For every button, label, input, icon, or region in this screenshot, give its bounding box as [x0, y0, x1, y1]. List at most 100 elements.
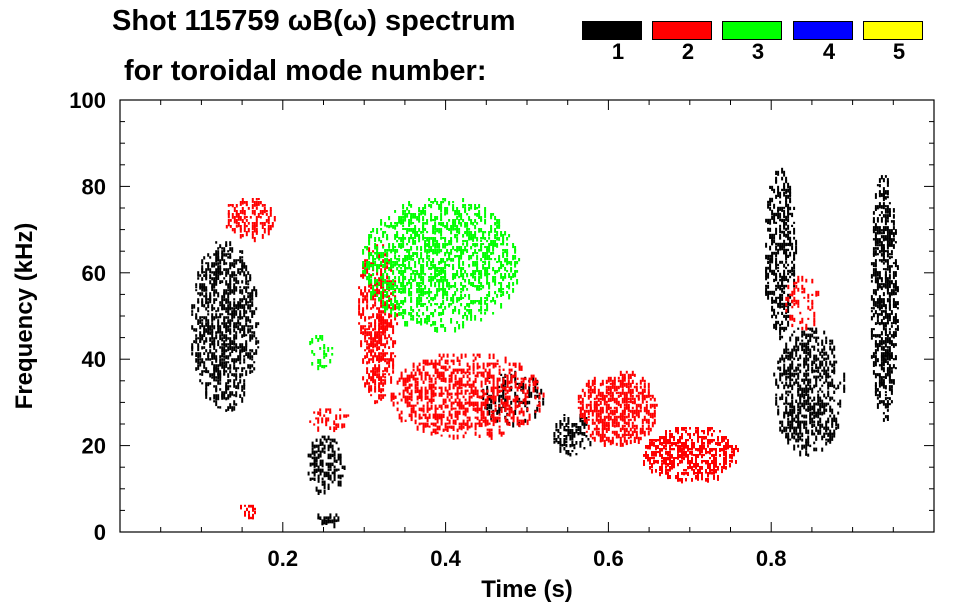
spectral-cell: [229, 337, 232, 342]
spectral-cell: [627, 436, 630, 440]
spectral-cell: [675, 442, 677, 447]
spectral-cell: [313, 471, 316, 477]
spectral-cell: [243, 379, 246, 382]
spectral-cell: [376, 286, 379, 291]
spectral-cell: [715, 457, 717, 461]
spectral-cell: [894, 301, 897, 307]
spectral-cell: [241, 262, 244, 267]
spectral-cell: [797, 387, 800, 394]
spectral-cell: [470, 300, 473, 305]
spectral-cell: [424, 240, 427, 246]
spectral-cell: [777, 405, 780, 408]
spectral-cell: [482, 389, 485, 395]
spectral-cell: [605, 406, 608, 413]
spectral-cell: [876, 349, 879, 352]
spectral-cell: [456, 356, 459, 362]
spectral-cell: [641, 397, 644, 404]
spectral-cell: [434, 270, 437, 274]
spectral-cell: [374, 355, 377, 358]
spectral-cell: [882, 190, 885, 196]
spectral-cell: [241, 304, 244, 309]
spectral-cell: [683, 451, 685, 457]
spectral-cell: [372, 267, 375, 271]
spectral-cell: [380, 322, 383, 326]
spectral-cell: [219, 388, 222, 391]
spectral-cell: [223, 298, 226, 302]
spectral-cell: [410, 318, 413, 321]
spectral-cell: [217, 364, 220, 367]
spectral-cell: [386, 249, 389, 252]
spectral-cell: [789, 242, 792, 247]
spectral-cell: [631, 379, 634, 384]
spectral-cell: [843, 372, 846, 379]
spectral-cell: [605, 388, 608, 394]
spectral-cell: [815, 336, 818, 341]
spectral-cell: [643, 385, 646, 389]
spectral-cell: [597, 397, 600, 402]
spectral-cell: [329, 462, 332, 469]
spectral-cell: [229, 352, 232, 357]
spectral-cell: [400, 264, 403, 266]
spectral-cell: [434, 309, 437, 313]
spectral-cell: [454, 419, 457, 425]
spectral-cell: [829, 342, 832, 345]
spectral-cell: [825, 396, 828, 400]
spectral-cell: [333, 465, 336, 469]
spectral-cell: [890, 232, 893, 235]
spectral-cell: [504, 356, 507, 361]
spectral-cell: [884, 397, 887, 401]
spectral-cell: [587, 388, 590, 394]
spectral-cell: [496, 359, 499, 362]
spectral-cell: [199, 319, 202, 324]
spectral-cell: [631, 430, 634, 436]
spectral-cell: [422, 258, 425, 263]
spectral-cell: [239, 313, 242, 318]
spectral-cell: [251, 349, 254, 353]
spectral-cell: [663, 445, 665, 450]
spectral-cell: [894, 283, 897, 289]
spectral-cell: [781, 393, 784, 398]
spectral-cell: [386, 352, 389, 355]
spectral-cell: [438, 288, 441, 292]
spectral-cell: [512, 421, 515, 428]
spectral-cell: [805, 444, 808, 451]
spectral-cell: [494, 395, 497, 402]
spectral-cell: [341, 423, 344, 429]
spectral-cell: [197, 346, 200, 352]
spectral-cell: [229, 265, 232, 270]
spectral-cell: [430, 216, 433, 222]
spectral-cell: [874, 310, 877, 315]
spectral-cell: [791, 408, 794, 415]
spectral-cell: [882, 418, 885, 422]
spectral-cell: [801, 339, 804, 342]
spectral-cell: [448, 303, 451, 308]
spectral-cell: [400, 282, 403, 288]
spectral-cell: [892, 283, 895, 287]
spectral-cell: [884, 358, 887, 363]
spectral-cell: [805, 348, 808, 354]
spectral-cell: [894, 262, 897, 268]
spectral-cell: [337, 447, 340, 451]
spectral-cell: [215, 277, 218, 283]
spectral-cell: [430, 377, 433, 383]
spectral-cell: [878, 238, 881, 243]
spectral-cell: [506, 380, 509, 385]
spectral-cell: [452, 207, 455, 212]
spectral-cell: [528, 400, 531, 405]
spectral-cell: [886, 196, 889, 199]
spectral-cell: [886, 337, 889, 342]
spectral-cell: [404, 285, 407, 290]
spectral-cell: [703, 445, 705, 450]
spectral-cell: [436, 368, 439, 375]
spectral-cell: [468, 207, 471, 211]
spectral-cell: [514, 371, 517, 378]
spectral-cell: [464, 210, 467, 214]
spectral-cell: [799, 396, 802, 401]
spectral-cell: [394, 289, 397, 292]
spectral-cell: [775, 260, 778, 266]
spectral-cell: [791, 351, 794, 355]
spectral-cell: [633, 409, 636, 415]
spectral-cell: [462, 240, 465, 243]
spectral-cell: [229, 385, 232, 388]
spectral-cell: [219, 355, 222, 358]
